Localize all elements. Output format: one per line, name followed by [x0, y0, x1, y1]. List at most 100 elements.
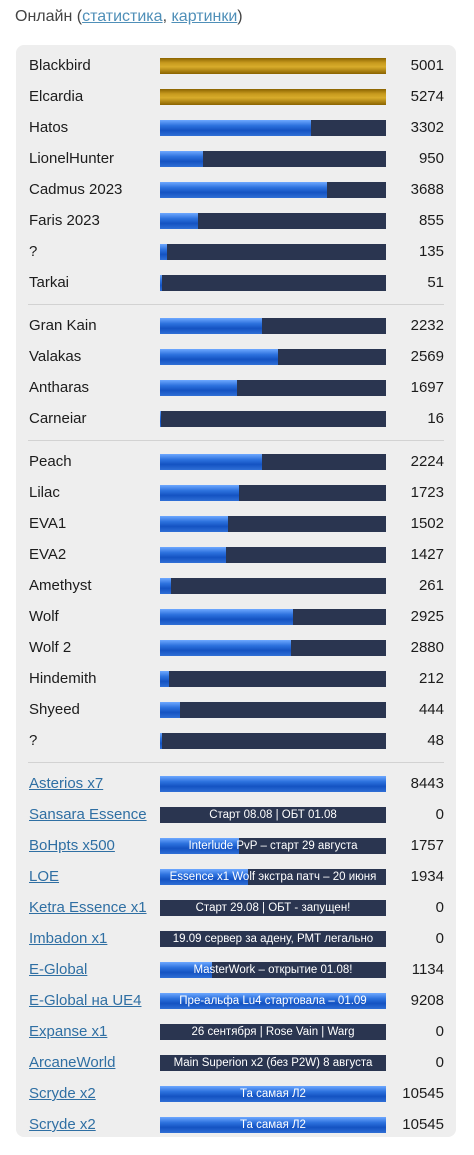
bar-announcement: MasterWork – открытие 01.08!: [193, 964, 353, 976]
online-bar: [160, 640, 386, 656]
online-count: 1427: [410, 546, 444, 563]
online-bar: [160, 89, 386, 105]
server-row: EVA2 1427: [16, 540, 456, 571]
online-bar-fill: [160, 702, 181, 718]
server-link[interactable]: Scryde x2: [29, 1085, 96, 1102]
online-bar[interactable]: Essence x1 Wolf экстра патч – 20 июня: [160, 869, 386, 885]
online-bar[interactable]: Та самая Л2: [160, 1086, 386, 1102]
server-link[interactable]: Sansara Essence: [29, 806, 147, 823]
server-name: Gran Kain: [29, 317, 97, 334]
online-bar: [160, 547, 386, 563]
server-link[interactable]: Expanse x1: [29, 1023, 108, 1040]
online-bar[interactable]: MasterWork – открытие 01.08!: [160, 962, 386, 978]
online-count: 0: [435, 899, 444, 916]
online-count: 3688: [410, 181, 444, 198]
online-count: 1134: [411, 961, 444, 978]
online-bar[interactable]: [160, 776, 386, 792]
online-count: 1697: [410, 379, 444, 396]
online-bar-fill: [160, 993, 386, 1009]
online-bar-fill: [160, 349, 278, 365]
bar-announcement: Essence x1 Wolf экстра патч – 20 июня: [169, 871, 377, 883]
server-link[interactable]: Scryde x2: [29, 1116, 96, 1133]
server-name: Wolf: [29, 608, 59, 625]
online-bar: [160, 485, 386, 501]
server-link[interactable]: BoHpts x500: [29, 837, 115, 854]
server-link[interactable]: Imbadon x1: [29, 930, 108, 947]
server-row: Hindemith 212: [16, 664, 456, 695]
pictures-link[interactable]: картинки: [171, 8, 238, 25]
server-name: Cadmus 2023: [29, 181, 123, 198]
online-bar: [160, 609, 386, 625]
online-panel: Blackbird 5001 Elcardia 5274 Hatos 3302 Lionel…: [16, 45, 456, 1137]
online-bar-fill: [160, 318, 262, 334]
online-bar: [160, 349, 386, 365]
online-count: 855: [418, 212, 444, 229]
server-name: Elcardia: [29, 88, 84, 105]
server-link[interactable]: ArcaneWorld: [29, 1054, 116, 1071]
server-row: LOE Essence x1 Wolf экстра патч – 20 июня…: [16, 862, 456, 893]
paren-close: ): [237, 8, 243, 25]
online-bar[interactable]: Main Superion x2 (без P2W) 8 августа: [160, 1055, 386, 1071]
online-count: 0: [435, 930, 444, 947]
statistics-link[interactable]: статистика: [82, 8, 163, 25]
online-bar: [160, 702, 386, 718]
online-bar[interactable]: Пре-альфа Lu4 стартовала – 01.09: [160, 993, 386, 1009]
server-name: LionelHunter: [29, 150, 115, 167]
online-bar[interactable]: 26 сентября | Rose Vain | Warg: [160, 1024, 386, 1040]
online-bar[interactable]: Старт 08.08 | ОБТ 01.08: [160, 807, 386, 823]
server-row: Blackbird 5001: [16, 51, 456, 82]
online-bar-fill: [160, 547, 226, 563]
online-count: 51: [427, 274, 444, 291]
paren-open: (: [72, 8, 83, 25]
server-name: Shyeed: [29, 701, 80, 718]
online-bar-fill: [160, 380, 237, 396]
bar-announcement: Старт 29.08 | ОБТ - запущен!: [195, 902, 351, 914]
online-title: Онлайн: [15, 8, 73, 25]
server-row: Asterios x7 8443: [16, 769, 456, 800]
online-count: 2925: [410, 608, 444, 625]
group-divider: [28, 440, 444, 441]
bar-announcement: Main Superion x2 (без P2W) 8 августа: [173, 1057, 373, 1069]
online-count: 0: [435, 1054, 444, 1071]
server-name: Wolf 2: [29, 639, 72, 656]
online-bar: [160, 671, 386, 687]
server-link[interactable]: E-Global на UE4: [29, 992, 142, 1009]
server-link[interactable]: Ketra Essence x1: [29, 899, 147, 916]
online-count: 3302: [410, 119, 444, 136]
online-bar[interactable]: Та самая Л2: [160, 1117, 386, 1133]
online-count: 10545: [402, 1116, 444, 1133]
server-row: Cadmus 2023 3688: [16, 175, 456, 206]
online-bar: [160, 120, 386, 136]
server-name: ?: [29, 243, 38, 260]
server-name: ?: [29, 732, 38, 749]
online-bar-fill: [160, 733, 163, 749]
bar-announcement: Старт 08.08 | ОБТ 01.08: [209, 809, 337, 821]
online-bar: [160, 411, 386, 427]
server-row: EVA1 1502: [16, 509, 456, 540]
online-bar-fill: [160, 1117, 386, 1133]
server-name: Peach: [29, 453, 72, 470]
server-row: ArcaneWorld Main Superion x2 (без P2W) 8 …: [16, 1048, 456, 1079]
online-bar-fill: [160, 120, 312, 136]
online-count: 0: [435, 1023, 444, 1040]
server-row: Carneiar 16: [16, 404, 456, 435]
online-bar[interactable]: Interlude PvP – старт 29 августа: [160, 838, 386, 854]
online-bar[interactable]: Старт 29.08 | ОБТ - запущен!: [160, 900, 386, 916]
online-count: 2232: [410, 317, 444, 334]
server-row: LionelHunter 950: [16, 144, 456, 175]
bar-announcement: Пре-альфа Lu4 стартовала – 01.09: [179, 995, 367, 1007]
online-bar[interactable]: 19.09 сервер за адену, РМТ легально: [160, 931, 386, 947]
online-count: 5274: [410, 88, 444, 105]
online-count: 261: [418, 577, 444, 594]
server-link[interactable]: LOE: [29, 868, 60, 885]
online-bar: [160, 516, 386, 532]
server-link[interactable]: Asterios x7: [29, 775, 104, 792]
server-row: Imbadon x1 19.09 сервер за адену, РМТ лег…: [16, 924, 456, 955]
online-header: Онлайн (статистика, картинки): [15, 8, 243, 26]
server-row: BoHpts x500 Interlude PvP – старт 29 авгу…: [16, 831, 456, 862]
online-count: 2880: [410, 639, 444, 656]
bar-announcement: 19.09 сервер за адену, РМТ легально: [172, 933, 374, 945]
bar-announcement: Та самая Л2: [240, 1119, 306, 1131]
online-count: 0: [435, 806, 444, 823]
server-link[interactable]: E-Global: [29, 961, 88, 978]
